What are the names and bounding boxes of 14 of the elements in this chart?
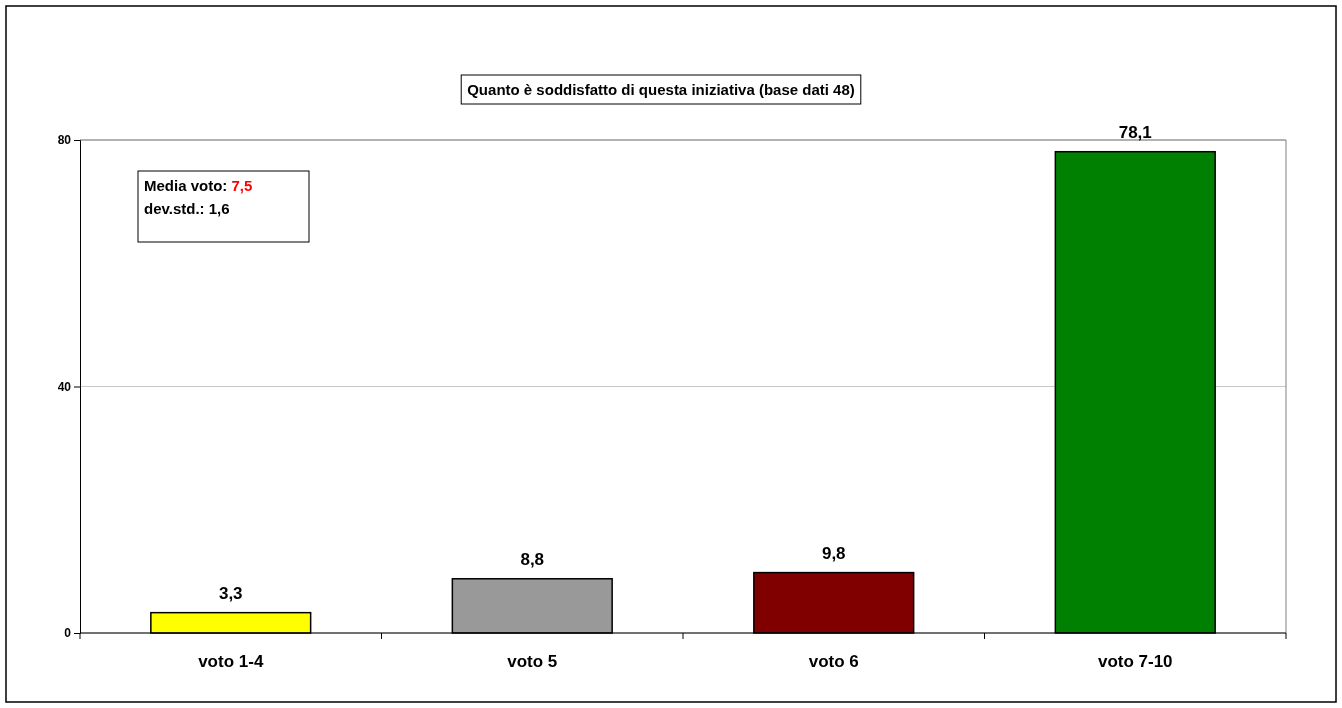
data-label: 3,3 bbox=[218, 583, 243, 603]
x-tick-label: voto 6 bbox=[808, 652, 859, 671]
data-label: 78,1 bbox=[1118, 122, 1152, 142]
y-tick-label: 80 bbox=[57, 133, 72, 148]
x-tick-label: voto 1-4 bbox=[198, 652, 264, 671]
y-tick-label: 0 bbox=[64, 626, 72, 641]
chart-title: Quanto è soddisfatto di questa iniziativa (base dati 48) bbox=[467, 81, 855, 98]
x-tick-label: voto 7-10 bbox=[1097, 652, 1173, 671]
annotation: dev.std.: 1,6 bbox=[144, 200, 230, 217]
data-label: 9,8 bbox=[821, 543, 846, 563]
data-label: 8,8 bbox=[520, 549, 545, 569]
y-tick-label: 40 bbox=[57, 379, 72, 394]
annotation: Media voto: 7,5 bbox=[144, 177, 253, 194]
x-tick-label: voto 5 bbox=[507, 652, 558, 671]
